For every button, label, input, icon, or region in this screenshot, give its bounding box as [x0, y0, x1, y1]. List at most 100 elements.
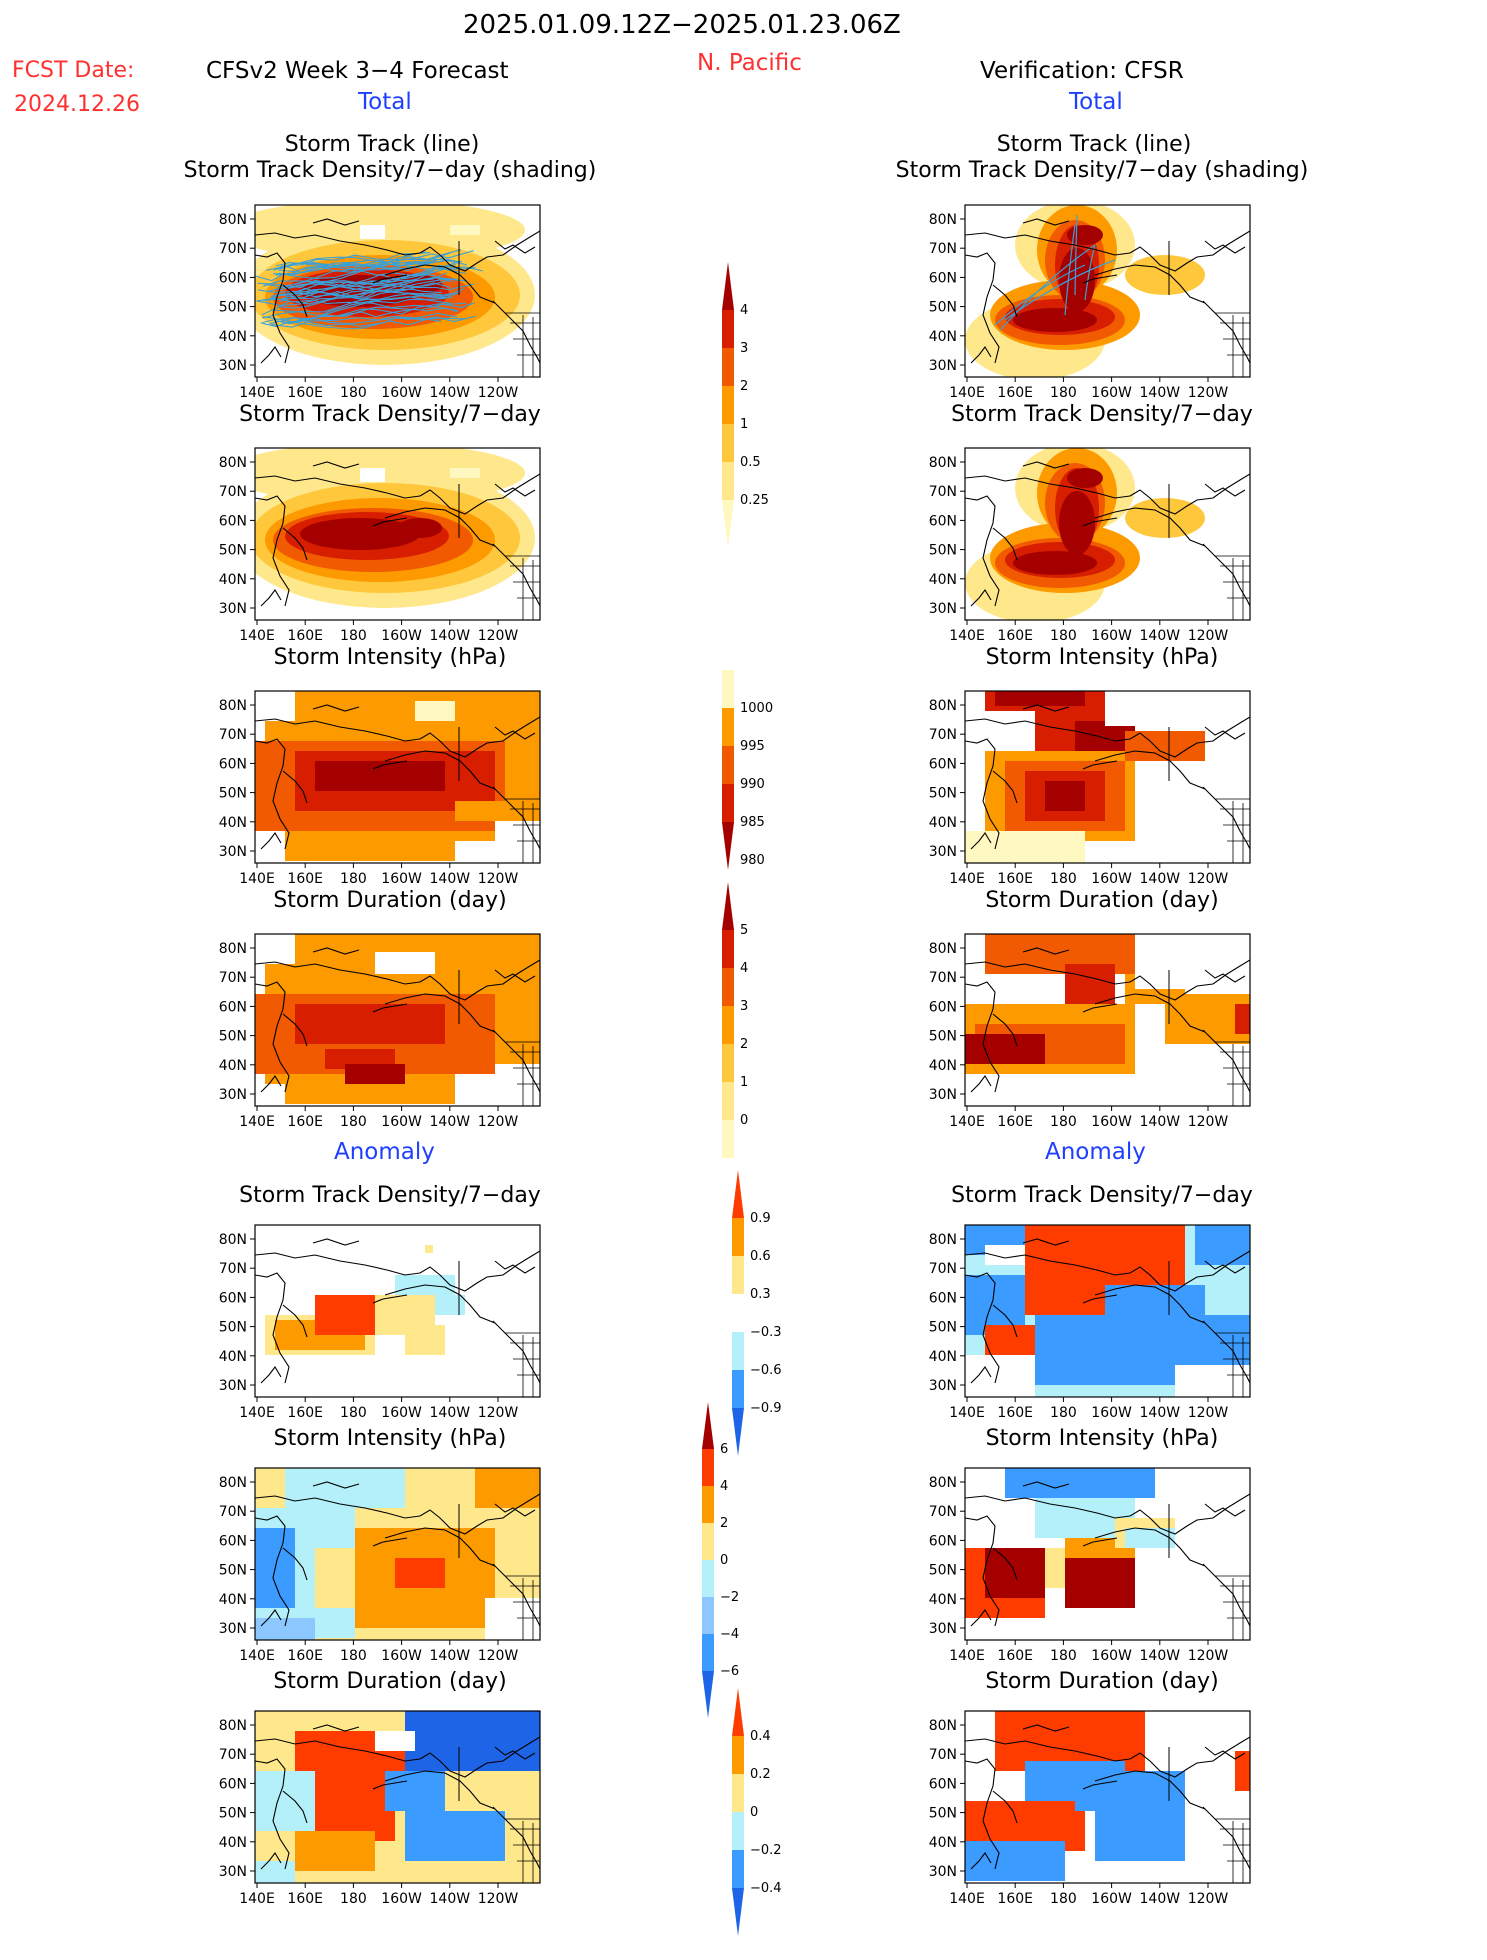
lat-tick-label: 80N — [929, 698, 957, 714]
colorbar-label: −2 — [720, 1590, 739, 1605]
lon-tick-label: 160E — [997, 1648, 1033, 1664]
lat-tick-label: 30N — [219, 1621, 247, 1637]
lat-tick-label: 40N — [219, 1349, 247, 1365]
row7-left-title: Storm Duration (day) — [273, 1669, 507, 1694]
lon-tick-label: 180 — [340, 1405, 367, 1421]
lat-tick-label: 30N — [929, 1621, 957, 1637]
colorbar-label: 3 — [740, 341, 748, 356]
lat-tick-label: 40N — [929, 815, 957, 831]
lat-tick-label: 70N — [929, 484, 957, 500]
lon-tick-label: 140E — [949, 385, 985, 401]
lon-tick-label: 160W — [1091, 1648, 1132, 1664]
lat-tick-label: 50N — [929, 1563, 957, 1579]
lat-tick-label: 50N — [219, 1320, 247, 1336]
lat-tick-label: 80N — [929, 1232, 957, 1248]
lat-tick-label: 60N — [929, 756, 957, 772]
lat-tick-label: 40N — [929, 1058, 957, 1074]
map-row2-verification: 80N 70N 60N 50N 40N 30N 140E 160E 180 160W 140W 120… — [913, 446, 1305, 648]
lon-tick-label: 140E — [239, 1114, 275, 1130]
colorbar-label: −0.6 — [750, 1363, 782, 1378]
lon-tick-label: 140E — [239, 1405, 275, 1421]
lon-tick-label: 140W — [430, 1405, 471, 1421]
lon-tick-label: 160W — [1091, 385, 1132, 401]
lon-tick-label: 160W — [1091, 1405, 1132, 1421]
row1-left-title-1: Storm Track (line) — [284, 132, 480, 157]
lon-tick-label: 140W — [1140, 871, 1181, 887]
lat-tick-label: 30N — [929, 844, 957, 860]
lon-tick-label: 160W — [381, 628, 422, 644]
lon-tick-label: 140E — [239, 628, 275, 644]
lat-tick-label: 80N — [219, 1475, 247, 1491]
lat-tick-label: 70N — [219, 970, 247, 986]
lat-tick-label: 40N — [219, 572, 247, 588]
lon-tick-label: 180 — [1050, 1405, 1077, 1421]
lat-tick-label: 30N — [929, 358, 957, 374]
map-row3-forecast: 80N 70N 60N 50N 40N 30N 140E 160E 180 160W 140W 120… — [203, 689, 595, 891]
lat-tick-label: 50N — [929, 300, 957, 316]
map-row5-verification: 80N 70N 60N 50N 40N 30N 140E 160E 180 160W 140W 120… — [913, 1223, 1305, 1425]
colorbar-density-anomaly: 0.9 0.6 0.3 −0.3 −0.6 −0.9 — [730, 1170, 790, 1480]
lat-tick-label: 80N — [929, 1475, 957, 1491]
lon-tick-label: 140E — [949, 1648, 985, 1664]
colorbar-label: 1000 — [740, 701, 773, 716]
lon-tick-label: 140E — [949, 1891, 985, 1907]
row5-left-title: Storm Track Density/7−day — [239, 1183, 541, 1208]
lat-tick-label: 30N — [219, 1864, 247, 1880]
lon-tick-label: 120W — [1188, 628, 1229, 644]
lat-tick-label: 60N — [219, 1776, 247, 1792]
lat-tick-label: 80N — [219, 941, 247, 957]
colorbar-label: 4 — [740, 303, 748, 318]
colorbar-label: 0 — [740, 1113, 748, 1128]
colorbar-density: 4 3 2 1 0.5 0.25 — [720, 262, 780, 572]
lon-tick-label: 140E — [239, 385, 275, 401]
row6-left-title: Storm Intensity (hPa) — [273, 1426, 507, 1451]
row6-right-title: Storm Intensity (hPa) — [985, 1426, 1219, 1451]
lat-tick-label: 40N — [219, 1058, 247, 1074]
lat-tick-label: 30N — [929, 1378, 957, 1394]
model-title: CFSv2 Week 3−4 Forecast — [206, 58, 509, 84]
lat-tick-label: 40N — [929, 1592, 957, 1608]
row1-right-title-2: Storm Track Density/7−day (shading) — [895, 158, 1309, 183]
lat-tick-label: 50N — [929, 1320, 957, 1336]
colorbar-label: 0.2 — [750, 1767, 771, 1782]
lon-tick-label: 160W — [1091, 1891, 1132, 1907]
lat-tick-label: 70N — [219, 484, 247, 500]
lon-tick-label: 180 — [340, 628, 367, 644]
colorbar-label: 2 — [740, 379, 748, 394]
lon-tick-label: 180 — [340, 1648, 367, 1664]
map-row7-verification: 80N 70N 60N 50N 40N 30N 140E 160E 180 160W 140W 120… — [913, 1709, 1305, 1911]
lat-tick-label: 60N — [219, 1533, 247, 1549]
lon-tick-label: 120W — [478, 1405, 519, 1421]
lat-tick-label: 80N — [219, 1718, 247, 1734]
row2-right-title: Storm Track Density/7−day — [951, 402, 1253, 427]
fcst-label: FCST Date: — [12, 58, 135, 83]
colorbar-label: 2 — [720, 1516, 728, 1531]
lat-tick-label: 30N — [219, 601, 247, 617]
lon-tick-label: 160W — [381, 385, 422, 401]
lon-tick-label: 140W — [430, 1114, 471, 1130]
lat-tick-label: 60N — [929, 513, 957, 529]
region-title: N. Pacific — [697, 50, 802, 76]
row2-left-title: Storm Track Density/7−day — [239, 402, 541, 427]
colorbar-label: 995 — [740, 739, 765, 754]
lat-tick-label: 40N — [219, 329, 247, 345]
colorbar-label: 0.4 — [750, 1729, 771, 1744]
lat-tick-label: 60N — [929, 999, 957, 1015]
colorbar-label: 2 — [740, 1037, 748, 1052]
lat-tick-label: 50N — [219, 543, 247, 559]
colorbar-label: 0.5 — [740, 455, 761, 470]
lon-tick-label: 180 — [340, 385, 367, 401]
lon-tick-label: 140E — [239, 1648, 275, 1664]
lon-tick-label: 120W — [478, 1114, 519, 1130]
colorbar-label: 0.6 — [750, 1249, 771, 1264]
lat-tick-label: 70N — [219, 241, 247, 257]
lat-tick-label: 70N — [929, 1504, 957, 1520]
colorbar-label: 5 — [740, 923, 748, 938]
colorbar-label: −0.3 — [750, 1325, 782, 1340]
lat-tick-label: 60N — [219, 999, 247, 1015]
fcst-date: 2024.12.26 — [14, 92, 140, 117]
row1-right-title-1: Storm Track (line) — [996, 132, 1192, 157]
lon-tick-label: 120W — [1188, 385, 1229, 401]
lat-tick-label: 30N — [219, 1087, 247, 1103]
lat-tick-label: 70N — [929, 1747, 957, 1763]
